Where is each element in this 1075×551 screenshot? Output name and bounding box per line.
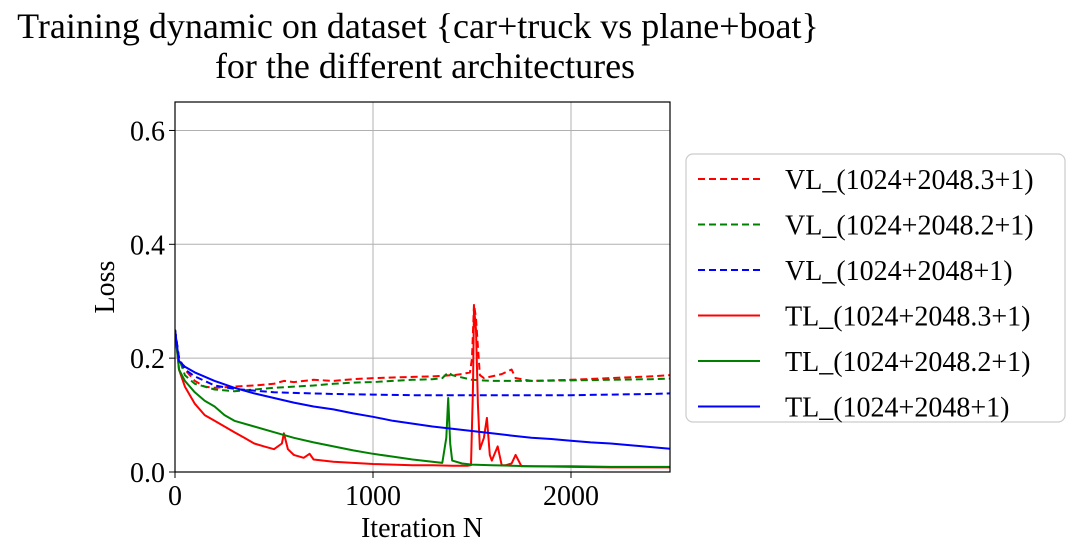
grid — [174, 102, 670, 473]
chart-title-line-2: for the different architectures — [215, 46, 635, 86]
series-line-6 — [175, 329, 670, 450]
series-line-2 — [175, 329, 670, 393]
legend-box — [685, 153, 1066, 423]
legend: VL_(1024+2048.3+1) VL_(1024+2048.2+1) VL_(… — [685, 153, 1066, 424]
chart-title: Training dynamic on dataset {car+truck v… — [17, 6, 819, 86]
x-axis-label: Iteration N — [361, 513, 483, 544]
chart-title-line-1: Training dynamic on dataset {car+truck v… — [17, 6, 819, 46]
y-axis-label: Loss — [90, 261, 121, 314]
legend-label: VL_(1024+2048.2+1) — [785, 211, 1034, 242]
series-line-5 — [175, 329, 670, 468]
y-tick-label: 0.6 — [130, 116, 165, 147]
x-tick-label: 2000 — [543, 481, 599, 512]
y-tick-label: 0.4 — [130, 230, 165, 261]
y-tick-label: 0.0 — [130, 458, 165, 489]
series-line-1 — [175, 303, 670, 389]
x-tick-label: 0 — [168, 481, 182, 512]
x-tick-label: 1000 — [345, 481, 401, 512]
series-lines — [175, 303, 670, 469]
series-layer — [175, 303, 670, 469]
legend-label: TL_(1024+2048.2+1) — [785, 347, 1030, 378]
legend-label: VL_(1024+2048+1) — [785, 256, 1013, 287]
y-tick-label: 0.2 — [130, 344, 165, 375]
plot-area — [174, 101, 671, 473]
series-line-3 — [175, 329, 670, 397]
legend-label: VL_(1024+2048.3+1) — [785, 165, 1034, 196]
legend-label: TL_(1024+2048+1) — [785, 393, 1009, 424]
legend-label: TL_(1024+2048.3+1) — [785, 302, 1030, 333]
axis-ticks: 0 1000 2000 0.0 0.2 0.4 0.6 — [130, 116, 599, 512]
